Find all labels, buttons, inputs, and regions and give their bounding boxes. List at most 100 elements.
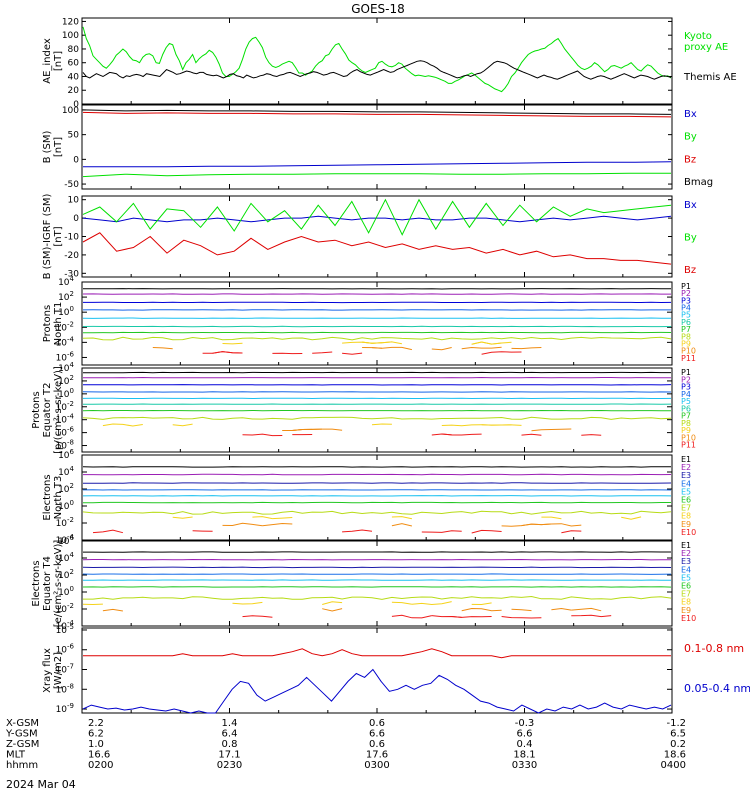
channel-P9 — [471, 341, 512, 345]
tick-base: 10 — [56, 416, 68, 426]
legend-e3: E3 — [681, 471, 691, 480]
tick-exponent: 0 — [70, 387, 74, 395]
y-axis-label: [nT] — [53, 51, 64, 71]
y-tick-label: 100 — [62, 31, 79, 41]
footer-value-z_gsm: 0.6 — [369, 739, 385, 750]
channel-E8 — [621, 516, 642, 520]
footer-label-hhmm: hhmm — [6, 760, 38, 771]
footer-label-mlt: MLT — [6, 750, 26, 761]
footer-value-x_gsm: 0.6 — [369, 718, 385, 729]
tick-base: 10 — [58, 278, 70, 288]
legend-e10: E10 — [681, 528, 696, 537]
footer-value-mlt: 17.1 — [218, 750, 240, 761]
y-tick-label: 60 — [68, 59, 80, 69]
panel-frame — [81, 454, 673, 541]
tick-base: 10 — [56, 429, 68, 439]
panel-frame — [81, 195, 673, 278]
channel-E8 — [172, 516, 193, 519]
tick-base: 10 — [58, 502, 70, 512]
tick-exponent: 0 — [70, 585, 74, 593]
channel-E7 — [83, 595, 672, 600]
y-tick-label: 104 — [58, 465, 74, 478]
channel-E9 — [541, 523, 582, 527]
channel-E10 — [571, 614, 612, 618]
tick-exponent: 4 — [70, 361, 75, 369]
y-tick-label: 10-5 — [56, 623, 74, 636]
legend-e2: E2 — [681, 463, 691, 472]
y-axis-label: B (SM)-IGRF (SM) — [42, 194, 53, 280]
channel-E9 — [322, 608, 343, 612]
footer-value-y_gsm: 6.2 — [88, 729, 104, 740]
tick-exponent: -6 — [67, 350, 75, 358]
footer-value-z_gsm: 0.2 — [670, 739, 686, 750]
legend-entry: Kyoto — [684, 31, 712, 42]
channel-E8 — [232, 601, 263, 605]
tick-exponent: -4 — [67, 413, 75, 421]
legend-entry: 0.05-0.4 nm — [684, 682, 750, 695]
tick-base: 10 — [56, 338, 68, 348]
tick-base: 10 — [58, 390, 70, 400]
footer-value-z_gsm: 0.4 — [517, 739, 533, 750]
legend-e10: E10 — [681, 614, 696, 623]
y-tick-label: 102 — [58, 568, 74, 581]
legend-p6: P6 — [681, 318, 691, 327]
channel-P9 — [342, 341, 383, 344]
channel-E9 — [511, 608, 532, 612]
legend-e3: E3 — [681, 557, 691, 566]
y-axis-label: [nT] — [53, 226, 64, 246]
footer-value-y_gsm: 6.5 — [670, 729, 686, 740]
channel-E8 — [391, 601, 412, 605]
footer-value-mlt: 18.6 — [664, 750, 686, 761]
y-tick-label: 102 — [58, 374, 74, 387]
tick-exponent: -2 — [67, 400, 74, 408]
footer-value-x_gsm: 2.2 — [88, 718, 104, 729]
channel-P8 — [82, 336, 672, 341]
tick-base: 10 — [58, 485, 70, 495]
legend-e7: E7 — [681, 504, 691, 513]
series-bz — [82, 111, 672, 118]
legend-p2: P2 — [681, 375, 691, 384]
tick-exponent: -6 — [67, 643, 75, 651]
tick-exponent: -5 — [67, 623, 74, 631]
tick-exponent: 2 — [70, 482, 74, 490]
tick-exponent: -9 — [67, 702, 74, 710]
y-tick-label: 100 — [62, 106, 79, 116]
y-tick-label: 10-4 — [56, 533, 75, 546]
y-axis-label: Protons — [31, 391, 42, 428]
channel-P9 — [222, 342, 243, 345]
y-tick-label: 10-2 — [56, 320, 74, 333]
tick-base: 10 — [58, 537, 70, 547]
y-tick-label: 10-6 — [56, 426, 75, 439]
tick-exponent: 2 — [70, 374, 74, 382]
y-tick-label: 20 — [68, 86, 80, 96]
y-tick-label: 106 — [58, 448, 74, 461]
channel-E8 — [322, 601, 343, 605]
tick-exponent: 4 — [70, 275, 75, 283]
y-tick-label: 104 — [58, 361, 74, 374]
y-tick-label: 10-4 — [56, 619, 75, 632]
channel-E8 — [471, 602, 492, 606]
y-tick-label: 106 — [58, 534, 74, 547]
series-by — [82, 172, 671, 178]
panel-bigrf: -30 -20 -10 0 10 B (SM)-IGRF (SM) [nT] Bx By Bz — [42, 194, 697, 280]
series-themis-ae — [82, 60, 672, 80]
channel-E8 — [252, 516, 273, 520]
legend-e7: E7 — [681, 590, 691, 599]
channel-E9 — [391, 523, 413, 527]
channel-E10 — [192, 530, 213, 532]
tick-base: 10 — [58, 554, 70, 564]
tick-exponent: 6 — [70, 448, 75, 456]
legend-entry: Bz — [684, 265, 696, 276]
tick-exponent: 2 — [70, 568, 74, 576]
channel-P10 — [362, 347, 383, 349]
plot-title: GOES-18 — [351, 2, 405, 16]
y-tick-label: 0 — [73, 214, 79, 224]
y-tick-label: -30 — [64, 269, 79, 279]
panel-frame — [81, 104, 673, 190]
channel-E10 — [451, 616, 492, 618]
tick-exponent: -8 — [67, 439, 74, 447]
legend-e1: E1 — [681, 455, 691, 464]
